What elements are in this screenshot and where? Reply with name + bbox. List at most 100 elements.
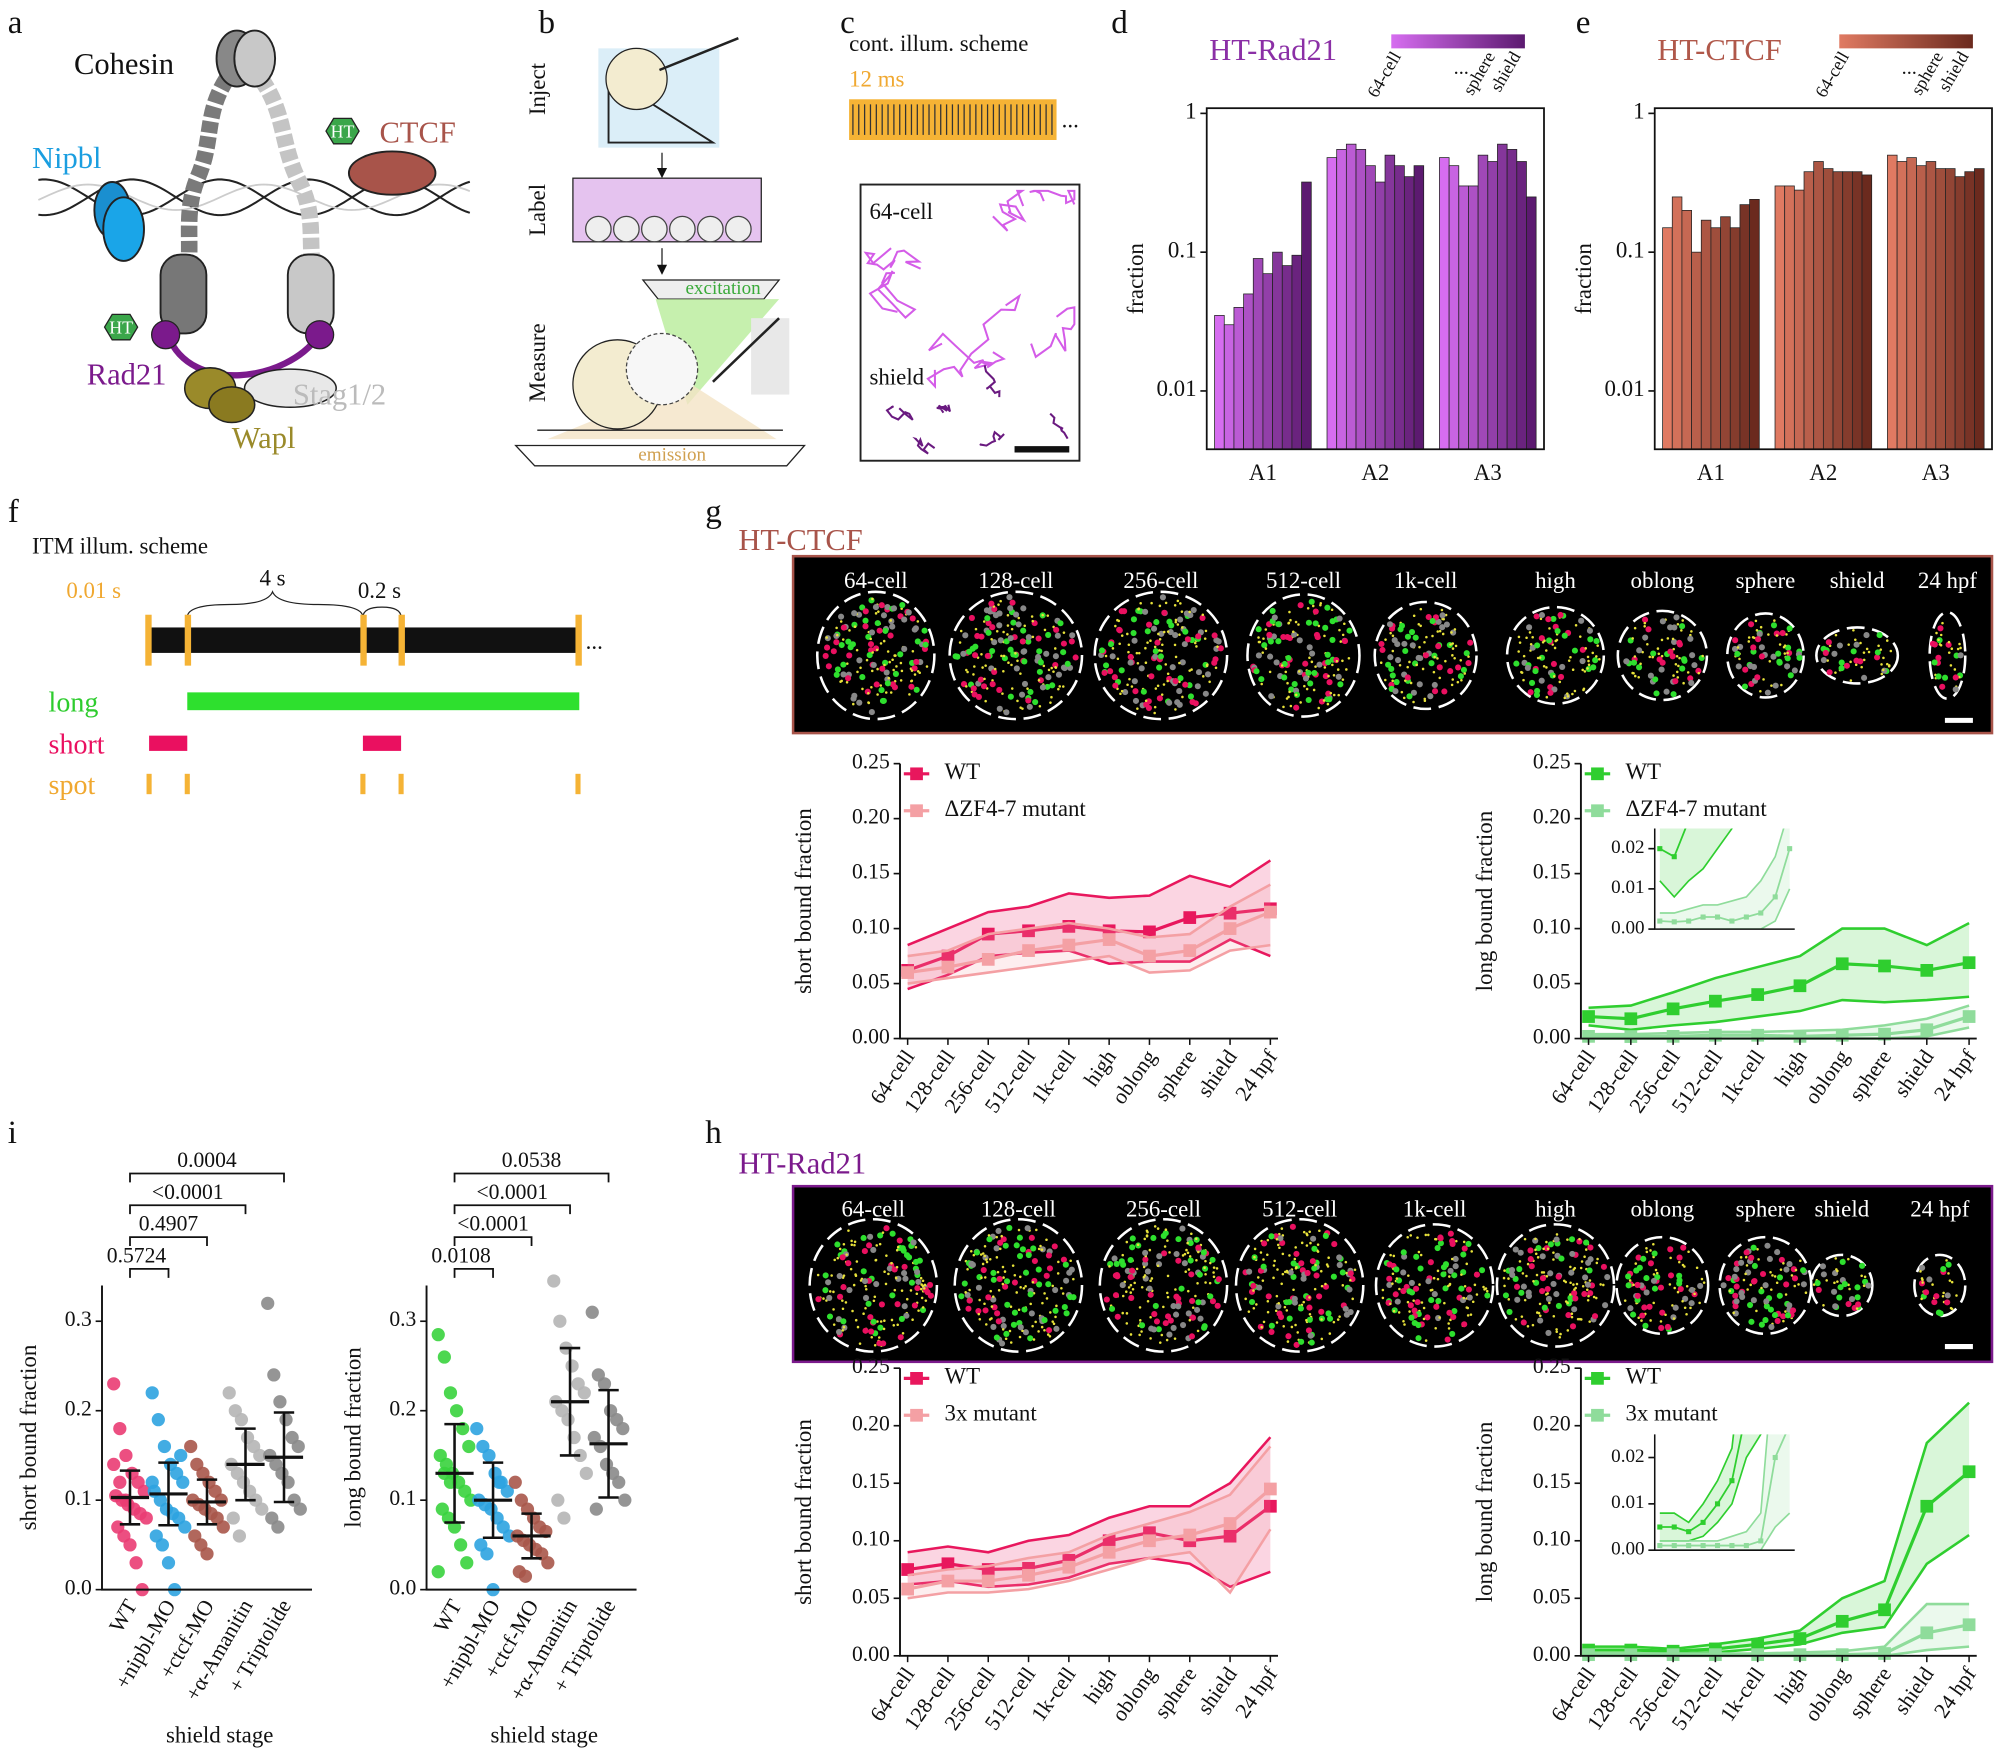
spot: [884, 691, 888, 694]
spot: [1129, 1244, 1136, 1251]
spot: [862, 623, 869, 630]
spot: [1569, 655, 1572, 659]
spot: [1142, 1249, 1149, 1256]
data-point: [129, 1556, 143, 1570]
spot: [1947, 651, 1951, 654]
bar: [1662, 227, 1673, 450]
point: [1657, 1524, 1663, 1530]
legend-label: ...: [1902, 57, 1917, 79]
spot: [911, 665, 918, 672]
spot: [1559, 1332, 1562, 1336]
legend-marker: [910, 767, 923, 781]
spot: [832, 1290, 835, 1294]
spot: [1545, 1240, 1548, 1244]
spot: [864, 1284, 867, 1288]
spot: [1187, 1268, 1191, 1271]
spot: [1572, 1295, 1579, 1302]
spot: [1136, 661, 1140, 665]
spot: [1189, 1314, 1196, 1321]
point: [1743, 1543, 1749, 1549]
spot: [1786, 625, 1793, 632]
data-point: [443, 1386, 458, 1400]
spot: [840, 624, 847, 631]
spot: [1148, 1248, 1152, 1252]
spot: [1558, 1335, 1562, 1339]
spot: [1026, 687, 1029, 690]
stage-label: 128-cell: [981, 1197, 1056, 1222]
spot: [914, 638, 921, 645]
spot: [1319, 603, 1322, 607]
spot: [1297, 1305, 1304, 1312]
spot: [1819, 1263, 1827, 1270]
spot: [1503, 1284, 1506, 1288]
spot: [1296, 1331, 1299, 1334]
spot: [1325, 1263, 1329, 1266]
spot: [1431, 634, 1434, 638]
spot: [859, 604, 866, 611]
spot: [869, 637, 872, 641]
spot: [1329, 691, 1333, 695]
x-tick-label: 1k-cell: [1715, 1663, 1769, 1726]
spot: [1264, 628, 1268, 631]
spot: [954, 653, 961, 660]
plot-frame: [1205, 107, 1545, 451]
spot: [1294, 693, 1298, 697]
spot: [1067, 1293, 1074, 1301]
spot: [1326, 679, 1333, 686]
spot: [1465, 1240, 1472, 1248]
spot: [1688, 679, 1695, 686]
spot: [1649, 1319, 1652, 1322]
spot: [1845, 1300, 1852, 1308]
spot: [1268, 1328, 1275, 1335]
spot: [1179, 602, 1182, 605]
spot: [1408, 628, 1416, 636]
spot: [1325, 690, 1332, 697]
spot: [886, 650, 890, 653]
spot: [855, 648, 859, 652]
spot: [853, 1240, 857, 1244]
mirror: [751, 318, 790, 395]
spot: [1006, 624, 1010, 627]
spot: [1303, 684, 1306, 688]
spot: [1937, 638, 1940, 642]
data-point: [176, 1475, 190, 1489]
spot-window: [360, 773, 366, 795]
spot: [1009, 599, 1016, 606]
y-tick-label: 0.00: [1533, 1025, 1571, 1049]
bar: [1681, 210, 1692, 450]
spot: [1156, 664, 1163, 671]
spot: [982, 620, 986, 623]
ellipsis: ...: [1062, 107, 1079, 132]
spot: [1107, 641, 1115, 648]
spot: [1571, 1306, 1578, 1313]
spot: [961, 1280, 968, 1287]
spot: [1175, 1257, 1182, 1264]
spot: [1689, 652, 1696, 659]
spot: [900, 1289, 904, 1292]
spot: [896, 1237, 903, 1244]
spot: [1431, 1291, 1438, 1298]
spot: [867, 701, 870, 704]
bar: [1916, 165, 1927, 450]
spot: [1467, 639, 1474, 646]
x-tick-label: sphere: [1844, 1045, 1896, 1105]
spot: [1635, 1254, 1642, 1261]
spot: [1685, 1312, 1688, 1316]
spot: [1787, 672, 1794, 679]
spot: [870, 661, 877, 669]
spot: [1630, 659, 1638, 666]
spot: [1535, 1311, 1539, 1314]
spot: [1212, 1266, 1216, 1269]
legend-colorbar: [1391, 34, 1525, 49]
point: [1920, 964, 1934, 977]
spot: [1444, 1336, 1451, 1343]
spot: [1774, 1249, 1781, 1256]
spot: [1158, 649, 1161, 652]
spot: [1196, 1271, 1203, 1278]
spot: [1874, 654, 1881, 661]
spot: [1069, 632, 1076, 639]
spot: [1302, 675, 1310, 682]
series-line: [907, 1487, 1272, 1591]
spot: [995, 1318, 1002, 1325]
